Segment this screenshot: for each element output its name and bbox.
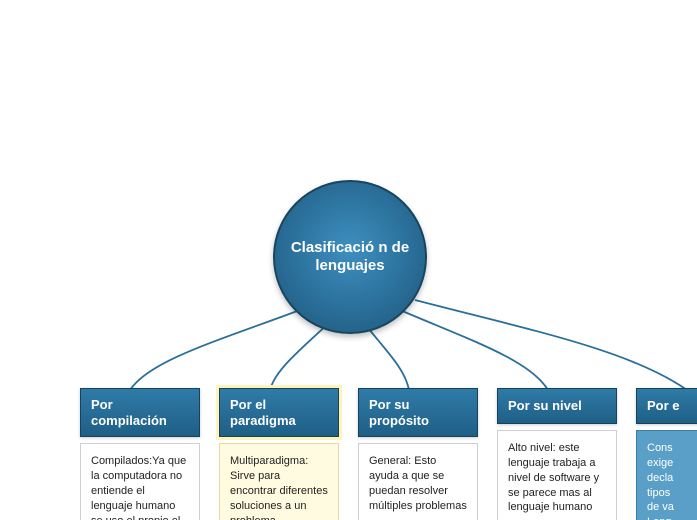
branch-body: Compilados:Ya que la computadora no enti… [80, 443, 200, 520]
branch-proposito: Por su propósito General: Esto ayuda a q… [358, 388, 478, 520]
branch-body: General: Esto ayuda a que se puedan reso… [358, 443, 478, 520]
diagram-canvas: Clasificació n de lenguajes Por compilac… [0, 0, 697, 520]
branch-header: Por su propósito [358, 388, 478, 437]
branch-title: Por su propósito [369, 397, 467, 428]
branch-nivel: Por su nivel Alto nivel: este lenguaje t… [497, 388, 617, 520]
branch-body: Multiparadigma: Sirve para encontrar dif… [219, 443, 339, 520]
branch-title: Por su nivel [508, 398, 582, 414]
branch-body: Cons exige decla tipos de va Leng tipifi… [636, 430, 697, 520]
center-node: Clasificació n de lenguajes [273, 180, 427, 334]
branch-cutoff: Por e Cons exige decla tipos de va Leng … [636, 388, 697, 520]
branch-title: Por compilación [91, 397, 189, 428]
branch-paradigma: Por el paradigma Multiparadigma: Sirve p… [219, 388, 339, 520]
branch-body: Alto nivel: este lenguaje trabaja a nive… [497, 430, 617, 520]
branch-header: Por el paradigma [219, 388, 339, 437]
branch-compilacion: Por compilación Compilados:Ya que la com… [80, 388, 200, 520]
center-node-label: Clasificació n de lenguajes [275, 239, 425, 275]
branch-title: Por el paradigma [230, 397, 328, 428]
branch-header: Por compilación [80, 388, 200, 437]
branch-header: Por su nivel [497, 388, 617, 424]
branch-header: Por e [636, 388, 697, 424]
branch-title: Por e [647, 398, 680, 414]
